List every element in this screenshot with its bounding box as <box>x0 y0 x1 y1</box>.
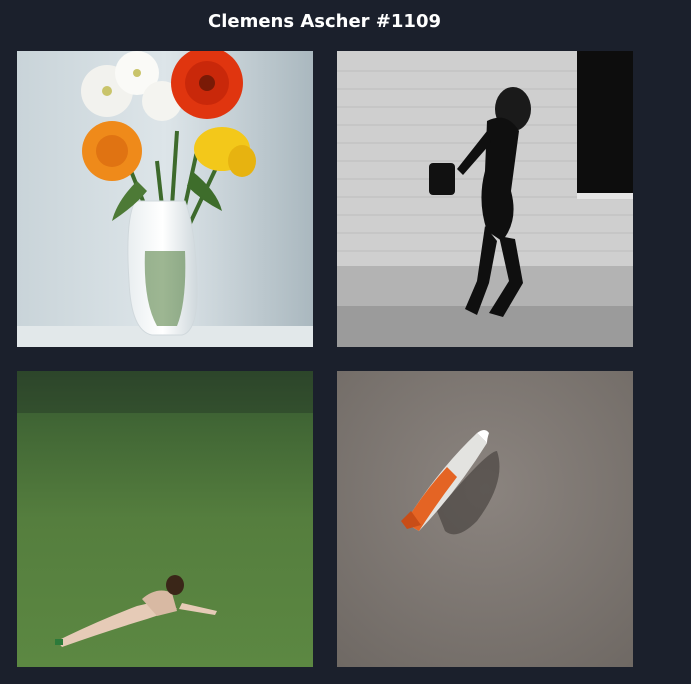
gallery-image-woman-wall[interactable] <box>337 51 633 347</box>
gallery-image-flowers-vase[interactable] <box>17 51 313 347</box>
woman-wall-image <box>337 51 633 347</box>
gallery-image-woman-grass[interactable] <box>17 371 313 667</box>
flowers-vase-image <box>17 51 313 347</box>
woman-grass-image <box>17 371 313 667</box>
gallery-image-rocket[interactable] <box>337 371 633 667</box>
page-title: Clemens Ascher #1109 <box>207 11 441 32</box>
rocket-image <box>337 371 633 667</box>
